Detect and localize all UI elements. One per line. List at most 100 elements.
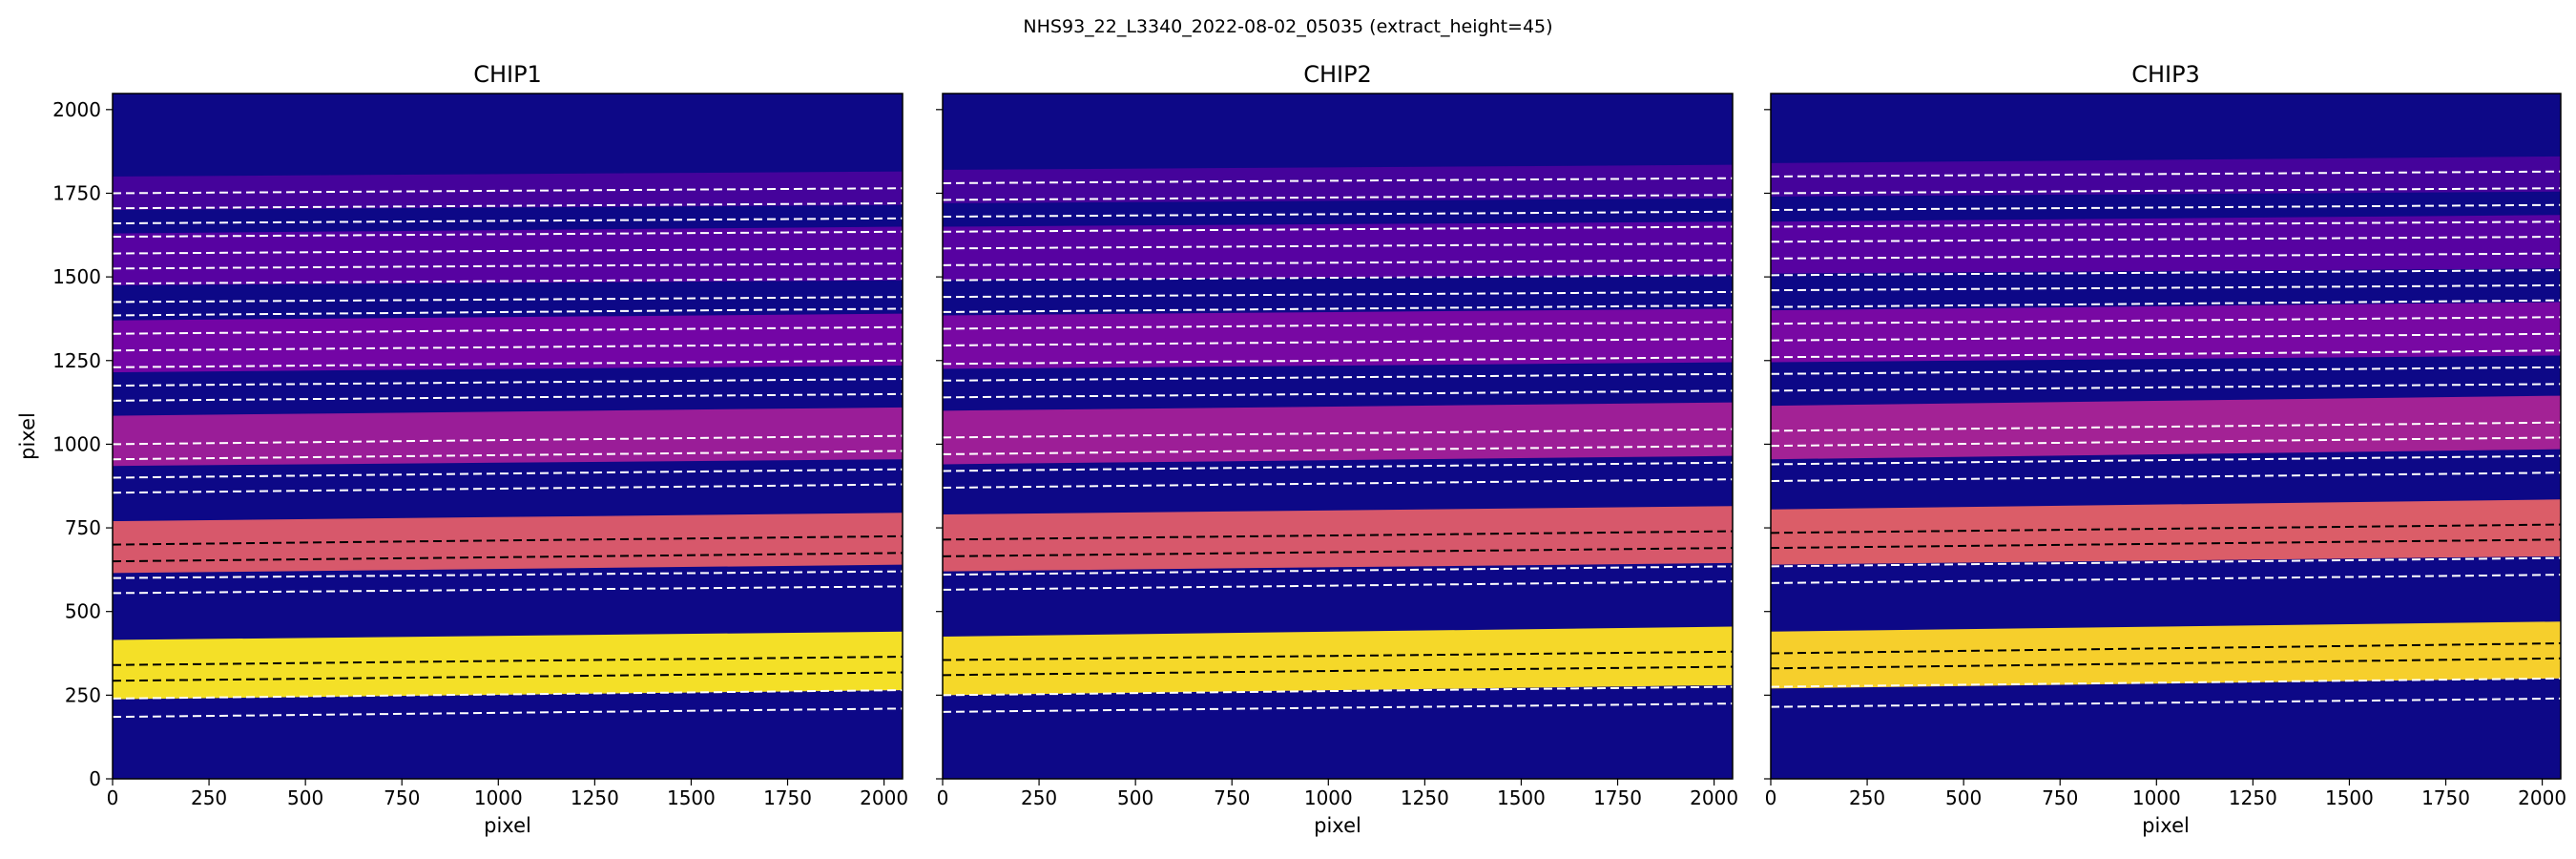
trace-line <box>113 262 903 270</box>
x-tick-label: 1000 <box>2132 786 2181 809</box>
trace-line <box>113 392 903 402</box>
trace-line <box>113 552 903 563</box>
x-tick-label: 1500 <box>1497 786 1546 809</box>
x-tick-label: 0 <box>1765 786 1777 809</box>
trace-line <box>113 483 903 494</box>
trace-line <box>943 428 1733 439</box>
trace-line <box>113 296 903 304</box>
trace-line <box>943 210 1733 219</box>
trace-line <box>113 450 903 461</box>
x-tick-label: 1000 <box>1304 786 1353 809</box>
trace-line <box>1771 538 2561 550</box>
x-tick-label: 250 <box>191 786 227 809</box>
trace-line <box>943 225 1733 233</box>
trace-line <box>113 230 903 239</box>
x-tick-label: 2000 <box>2518 786 2566 809</box>
trace-line <box>113 217 903 225</box>
trace-line <box>943 478 1733 489</box>
x-tick-label: 500 <box>1117 786 1153 809</box>
trace-line <box>113 585 903 595</box>
trace-line <box>943 702 1733 713</box>
trace-line <box>1771 269 2561 277</box>
panel-title: CHIP2 <box>1303 61 1372 88</box>
trace-line <box>113 378 903 388</box>
trace-line <box>113 570 903 579</box>
figure-suptitle: NHS93_22_L3340_2022-08-02_05035 (extract… <box>1023 16 1552 37</box>
trace-line <box>113 707 903 719</box>
spectral-order-band <box>1771 215 2561 274</box>
spectral-order-band <box>943 626 1733 696</box>
x-tick-label: 500 <box>1945 786 1982 809</box>
y-axis-label: pixel <box>16 412 39 460</box>
spectral-order-band <box>1771 302 2561 363</box>
trace-line <box>943 461 1733 472</box>
axes-frame <box>112 93 904 780</box>
heatmap-image <box>943 94 1733 779</box>
x-tick-label: 1750 <box>2421 786 2470 809</box>
trace-line <box>1771 349 2561 359</box>
x-tick-label: 1250 <box>571 786 619 809</box>
trace-line <box>943 242 1733 250</box>
trace-line <box>943 389 1733 399</box>
x-tick-label: 750 <box>384 786 420 809</box>
trace-line <box>113 307 903 317</box>
spectral-order-band <box>1771 156 2561 197</box>
trace-line <box>943 290 1733 299</box>
trace-line <box>943 445 1733 455</box>
trace-line <box>113 343 903 352</box>
trace-line <box>1771 471 2561 482</box>
trace-line <box>113 534 903 546</box>
trace-line <box>943 356 1733 366</box>
trace-line <box>1771 332 2561 342</box>
chip-panel-3: CHIP3 0 250 500 750 1000 1250 1500 1750 2000 pixel <box>1764 61 2566 837</box>
trace-line <box>113 671 903 682</box>
x-tick-label: 250 <box>1021 786 1057 809</box>
trace-line <box>113 325 903 335</box>
trace-line <box>943 650 1733 661</box>
trace-line <box>943 259 1733 266</box>
y-tick-label: 750 <box>65 516 101 539</box>
spectral-order-band <box>943 506 1733 572</box>
heatmap-image <box>1771 94 2561 779</box>
x-tick-label: 750 <box>2042 786 2078 809</box>
trace-line <box>113 434 903 446</box>
trace-line <box>1771 170 2561 178</box>
panel-title: CHIP3 <box>2131 61 2200 88</box>
trace-line <box>1771 523 2561 534</box>
trace-line <box>113 359 903 368</box>
heatmap-image <box>113 94 903 779</box>
y-tick-label: 2000 <box>52 98 101 121</box>
trace-line <box>1771 252 2561 260</box>
trace-line <box>113 468 903 479</box>
spectral-order-band <box>113 226 903 285</box>
panel-title: CHIP1 <box>473 61 542 88</box>
x-tick-label: 500 <box>287 786 323 809</box>
trace-line <box>943 337 1733 346</box>
trace-line <box>943 565 1733 576</box>
y-tick-label: 1500 <box>52 265 101 288</box>
trace-line <box>1771 203 2561 212</box>
x-tick-label: 1000 <box>474 786 523 809</box>
trace-line <box>943 194 1733 201</box>
x-tick-label: 1500 <box>667 786 716 809</box>
axes-frame <box>1770 93 2562 780</box>
trace-line <box>1771 236 2561 243</box>
spectral-order-band <box>113 407 903 467</box>
trace-line <box>943 580 1733 591</box>
chip-panel-2: CHIP2 0 250 500 750 1000 1250 1500 1750 2000 pixel <box>936 61 1738 837</box>
trace-line <box>1771 436 2561 448</box>
trace-line <box>1771 220 2561 228</box>
x-axis-label: pixel <box>484 814 531 837</box>
y-tick-label: 1750 <box>52 181 101 204</box>
spectral-order-band <box>1771 621 2561 689</box>
spectral-order-band <box>113 513 903 574</box>
trace-line <box>1771 454 2561 466</box>
trace-line <box>1771 677 2561 688</box>
x-axis-label: pixel <box>2142 814 2190 837</box>
trace-line <box>113 689 903 700</box>
trace-line <box>1771 299 2561 308</box>
trace-line <box>943 547 1733 557</box>
x-tick-label: 1750 <box>763 786 812 809</box>
axes-frame <box>942 93 1734 780</box>
